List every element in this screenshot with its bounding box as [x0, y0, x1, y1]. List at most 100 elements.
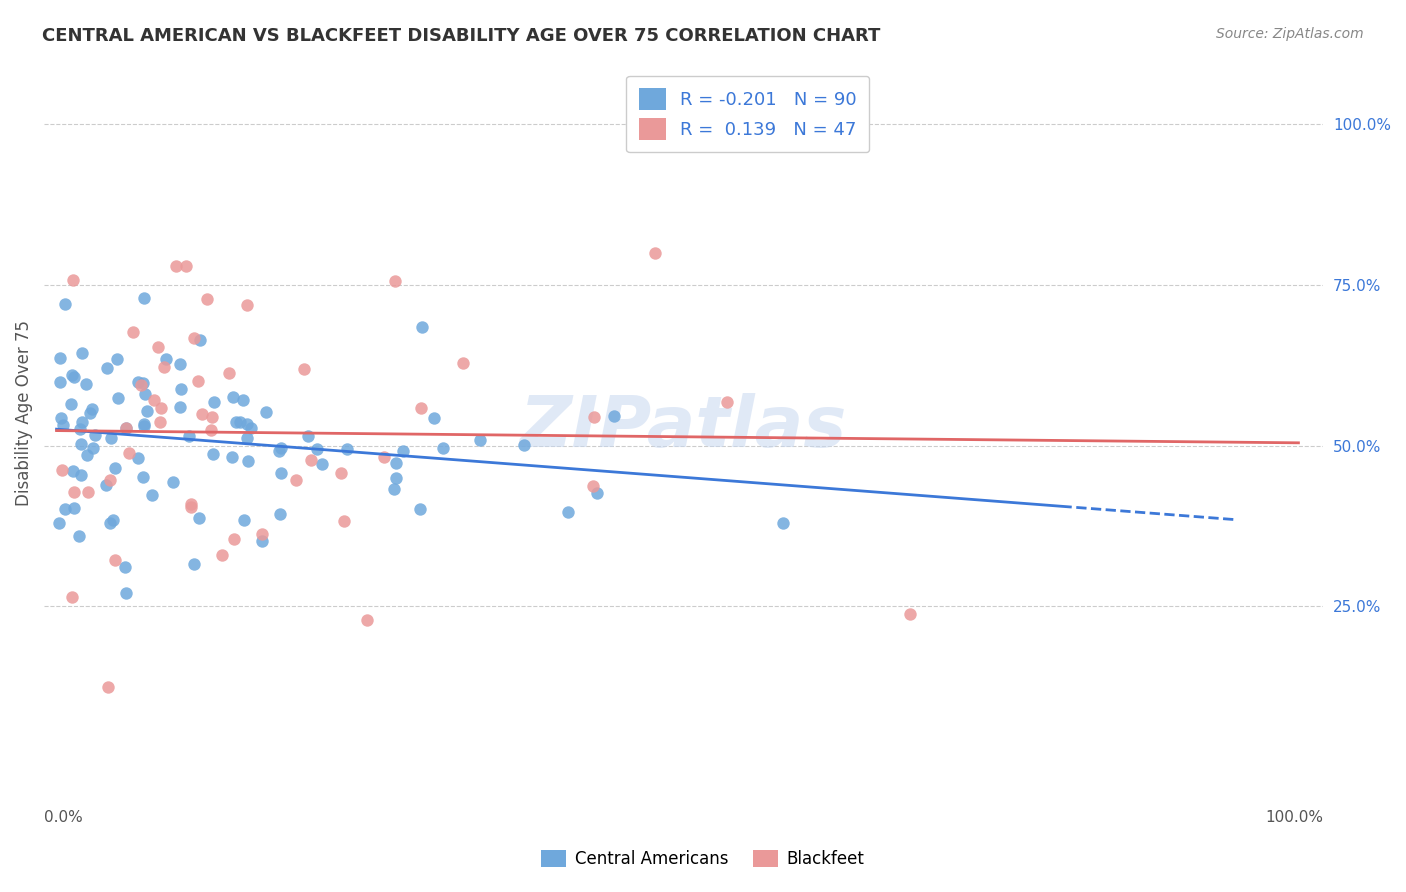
Point: [127, 450, 149, 465]
Point: [67, 529, 90, 543]
Point: [62, 464, 84, 478]
Point: [235, 417, 257, 431]
Point: [190, 407, 212, 421]
Point: [70, 345, 93, 359]
Point: [586, 486, 609, 500]
Point: [51, 463, 73, 477]
Point: [409, 501, 432, 516]
Text: ZIPatlas: ZIPatlas: [520, 393, 848, 462]
Point: [104, 553, 127, 567]
Text: Source: ZipAtlas.com: Source: ZipAtlas.com: [1216, 27, 1364, 41]
Point: [134, 417, 156, 431]
Point: [373, 450, 395, 465]
Point: [186, 374, 208, 388]
Point: [134, 387, 156, 401]
Point: [77, 484, 100, 499]
Point: [336, 442, 359, 457]
Point: [174, 260, 197, 274]
Point: [197, 292, 219, 306]
Point: [356, 613, 378, 627]
Point: [898, 607, 921, 621]
Point: [149, 415, 172, 429]
Legend: R = -0.201   N = 90, R =  0.139   N = 47: R = -0.201 N = 90, R = 0.139 N = 47: [626, 76, 869, 153]
Point: [69, 437, 91, 451]
Point: [97, 680, 120, 694]
Point: [135, 403, 157, 417]
Point: [48, 351, 70, 365]
Point: [177, 428, 200, 442]
Point: [382, 482, 405, 496]
Point: [232, 513, 254, 527]
Point: [229, 416, 252, 430]
Point: [297, 428, 319, 442]
Point: [55, 297, 77, 311]
Point: [63, 485, 86, 500]
Point: [183, 557, 205, 571]
Point: [114, 421, 136, 435]
Point: [557, 505, 579, 519]
Point: [141, 488, 163, 502]
Point: [236, 431, 259, 445]
Point: [409, 401, 432, 416]
Point: [254, 405, 277, 419]
Text: 0.0%: 0.0%: [44, 810, 83, 825]
Point: [142, 392, 165, 407]
Point: [82, 401, 104, 416]
Point: [180, 500, 202, 514]
Point: [62, 273, 84, 287]
Point: [329, 466, 352, 480]
Point: [107, 391, 129, 405]
Point: [52, 418, 75, 433]
Point: [114, 586, 136, 600]
Point: [270, 466, 292, 480]
Point: [104, 461, 127, 475]
Point: [292, 361, 315, 376]
Point: [202, 395, 225, 409]
Point: [385, 471, 408, 485]
Point: [132, 470, 155, 484]
Point: [115, 421, 138, 435]
Text: 100.0%: 100.0%: [1265, 810, 1323, 825]
Text: CENTRAL AMERICAN VS BLACKFEET DISABILITY AGE OVER 75 CORRELATION CHART: CENTRAL AMERICAN VS BLACKFEET DISABILITY…: [42, 27, 880, 45]
Point: [392, 444, 415, 458]
Point: [76, 448, 98, 462]
Point: [305, 442, 328, 456]
Point: [716, 395, 738, 409]
Point: [170, 383, 193, 397]
Point: [470, 433, 492, 447]
Point: [224, 532, 246, 546]
Point: [188, 333, 211, 347]
Point: [98, 516, 121, 531]
Point: [101, 513, 124, 527]
Point: [59, 397, 82, 411]
Point: [221, 450, 243, 464]
Point: [60, 368, 83, 382]
Point: [96, 477, 118, 491]
Point: [48, 516, 70, 530]
Point: [149, 401, 172, 416]
Point: [432, 441, 454, 455]
Point: [385, 456, 408, 470]
Point: [582, 410, 605, 425]
Point: [127, 375, 149, 389]
Point: [285, 473, 308, 487]
Point: [98, 473, 121, 487]
Point: [299, 453, 322, 467]
Point: [169, 357, 191, 371]
Point: [53, 502, 76, 516]
Point: [129, 377, 152, 392]
Point: [82, 441, 104, 455]
Y-axis label: Disability Age Over 75: Disability Age Over 75: [15, 320, 32, 507]
Point: [236, 454, 259, 468]
Point: [70, 468, 93, 483]
Point: [121, 325, 143, 339]
Point: [132, 418, 155, 433]
Point: [200, 423, 222, 437]
Point: [333, 514, 356, 528]
Point: [644, 246, 666, 260]
Point: [132, 376, 155, 390]
Point: [453, 356, 475, 370]
Point: [188, 511, 211, 525]
Point: [70, 415, 93, 429]
Point: [114, 559, 136, 574]
